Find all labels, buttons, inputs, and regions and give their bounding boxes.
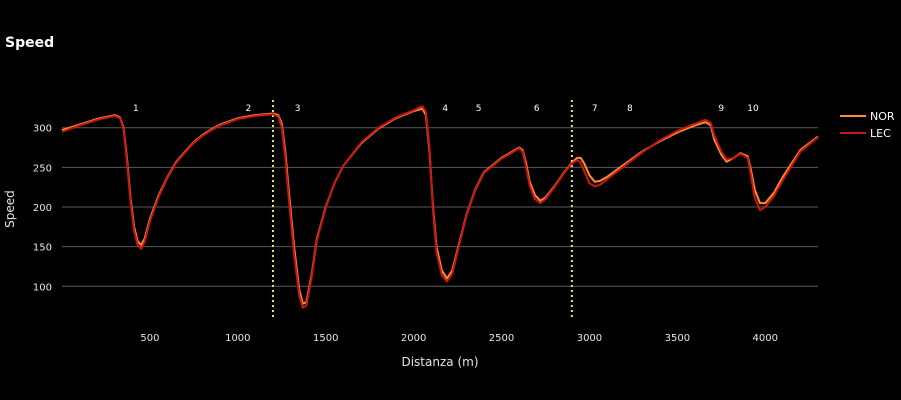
y-tick-label: 250: [33, 163, 52, 174]
x-tick-label: 3500: [665, 333, 690, 344]
corner-label: 10: [747, 104, 759, 114]
corner-label: 3: [295, 104, 301, 114]
series-line-nor: [61, 107, 819, 305]
grid-lines: [62, 127, 818, 287]
series-line-lec: [61, 105, 819, 309]
x-tick-label: 3000: [577, 333, 602, 344]
x-tick-label: 500: [140, 333, 159, 344]
x-tick-label: 2000: [401, 333, 426, 344]
series-lines: [61, 105, 819, 309]
legend: NOR LEC: [840, 110, 895, 140]
corner-label: 8: [627, 104, 633, 114]
corner-label: 9: [718, 104, 724, 114]
corner-label: 5: [476, 104, 482, 114]
corner-label: 4: [442, 104, 448, 114]
y-tick-label: 150: [33, 243, 52, 254]
sector-lines: [271, 100, 573, 320]
corner-label: 1: [133, 104, 139, 114]
x-tick-label: 1500: [313, 333, 338, 344]
corner-label: 7: [592, 104, 598, 114]
x-axis-label: Distanza (m): [401, 355, 478, 369]
chart-title: Speed: [5, 35, 55, 51]
x-tick-label: 2500: [489, 333, 514, 344]
y-tick-label: 300: [33, 124, 52, 135]
y-tick-label: 100: [33, 282, 52, 293]
x-tick-label: 4000: [753, 333, 778, 344]
corner-label: 6: [534, 104, 540, 114]
x-tick-label: 1000: [225, 333, 250, 344]
legend-label-lec: LEC: [870, 127, 891, 140]
tick-labels: 100 150 200 250 300 500 1000 1500 2000 2500 3000 35…: [33, 124, 778, 344]
y-tick-label: 200: [33, 203, 52, 214]
corner-labels: 1 2 3 4 5 6 7 8 9 10: [133, 104, 759, 114]
y-axis-label: Speed: [3, 190, 17, 228]
corner-label: 2: [245, 104, 251, 114]
legend-label-nor: NOR: [870, 110, 895, 123]
